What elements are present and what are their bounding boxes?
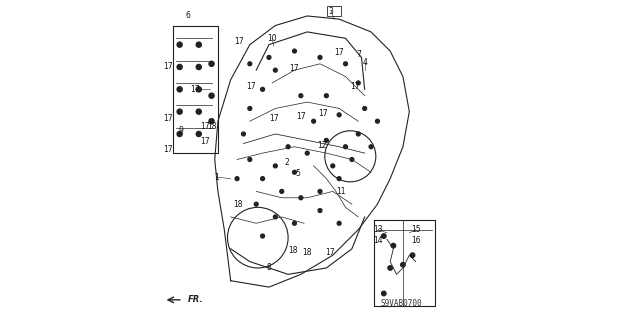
Circle shape xyxy=(254,202,258,206)
Circle shape xyxy=(177,131,182,137)
FancyBboxPatch shape xyxy=(327,6,341,16)
Circle shape xyxy=(318,56,322,59)
Circle shape xyxy=(209,119,214,124)
Circle shape xyxy=(196,109,202,114)
Text: 17: 17 xyxy=(190,85,200,94)
Circle shape xyxy=(344,145,348,149)
Circle shape xyxy=(356,132,360,136)
Circle shape xyxy=(260,177,264,181)
Circle shape xyxy=(209,93,214,98)
Circle shape xyxy=(324,138,328,142)
Circle shape xyxy=(273,68,277,72)
Circle shape xyxy=(299,196,303,200)
Circle shape xyxy=(267,56,271,59)
Circle shape xyxy=(410,253,415,257)
Circle shape xyxy=(376,119,380,123)
Text: 1: 1 xyxy=(214,173,219,182)
Circle shape xyxy=(235,177,239,181)
Text: 8: 8 xyxy=(267,263,271,272)
Circle shape xyxy=(241,132,245,136)
Circle shape xyxy=(299,94,303,98)
Circle shape xyxy=(196,87,202,92)
Circle shape xyxy=(391,243,396,248)
Circle shape xyxy=(286,145,290,149)
Circle shape xyxy=(344,62,348,66)
Circle shape xyxy=(305,151,309,155)
Text: 18: 18 xyxy=(233,200,243,209)
Circle shape xyxy=(356,81,360,85)
Text: 17: 17 xyxy=(296,112,306,121)
Text: 17: 17 xyxy=(269,114,278,122)
Circle shape xyxy=(363,107,367,110)
Text: 3: 3 xyxy=(329,7,333,16)
Circle shape xyxy=(292,170,296,174)
Text: 9: 9 xyxy=(178,126,183,135)
Text: 5: 5 xyxy=(295,169,300,178)
Circle shape xyxy=(280,189,284,193)
Circle shape xyxy=(177,109,182,114)
Text: 17: 17 xyxy=(290,64,300,73)
Circle shape xyxy=(196,42,202,47)
Circle shape xyxy=(337,221,341,225)
Text: 17: 17 xyxy=(324,248,334,256)
Circle shape xyxy=(260,87,264,91)
Text: 15: 15 xyxy=(411,225,420,234)
Text: 18: 18 xyxy=(207,122,217,130)
Circle shape xyxy=(401,263,405,267)
Circle shape xyxy=(292,221,296,225)
Text: 13: 13 xyxy=(374,225,383,234)
Text: 17: 17 xyxy=(234,37,243,46)
Text: 17: 17 xyxy=(163,114,172,122)
Circle shape xyxy=(248,107,252,110)
Text: 17: 17 xyxy=(200,137,210,146)
Text: 11: 11 xyxy=(336,187,346,196)
Circle shape xyxy=(209,61,214,66)
Text: 17: 17 xyxy=(318,109,328,118)
Text: 10: 10 xyxy=(268,34,277,43)
Circle shape xyxy=(292,49,296,53)
Circle shape xyxy=(388,266,392,270)
Text: 12: 12 xyxy=(317,141,326,150)
Text: 17: 17 xyxy=(350,82,360,91)
Text: 18: 18 xyxy=(303,248,312,256)
Circle shape xyxy=(177,42,182,47)
Text: 4: 4 xyxy=(362,58,367,67)
Circle shape xyxy=(248,158,252,161)
Text: 17: 17 xyxy=(200,122,210,130)
Circle shape xyxy=(273,164,277,168)
Text: 17: 17 xyxy=(163,145,172,154)
Circle shape xyxy=(196,64,202,70)
Text: S9VAB0700: S9VAB0700 xyxy=(381,299,422,308)
Circle shape xyxy=(337,113,341,117)
Circle shape xyxy=(337,177,341,181)
Text: 17: 17 xyxy=(163,63,172,71)
Text: 14: 14 xyxy=(374,236,383,245)
Circle shape xyxy=(350,158,354,161)
Circle shape xyxy=(369,145,373,149)
Circle shape xyxy=(196,131,202,137)
Text: 6: 6 xyxy=(186,11,191,20)
Circle shape xyxy=(273,215,277,219)
Text: 17: 17 xyxy=(334,48,344,57)
Text: 2: 2 xyxy=(284,158,289,167)
Circle shape xyxy=(381,234,386,238)
Circle shape xyxy=(324,94,328,98)
Circle shape xyxy=(331,164,335,168)
Circle shape xyxy=(177,87,182,92)
Text: 17: 17 xyxy=(246,82,256,91)
Circle shape xyxy=(177,64,182,70)
Circle shape xyxy=(318,209,322,212)
Circle shape xyxy=(381,291,386,296)
Circle shape xyxy=(312,119,316,123)
Text: 7: 7 xyxy=(356,50,361,59)
Text: 18: 18 xyxy=(288,246,298,255)
Text: 16: 16 xyxy=(411,236,420,245)
Circle shape xyxy=(248,62,252,66)
Circle shape xyxy=(318,189,322,193)
Text: FR.: FR. xyxy=(188,295,203,304)
Circle shape xyxy=(260,234,264,238)
